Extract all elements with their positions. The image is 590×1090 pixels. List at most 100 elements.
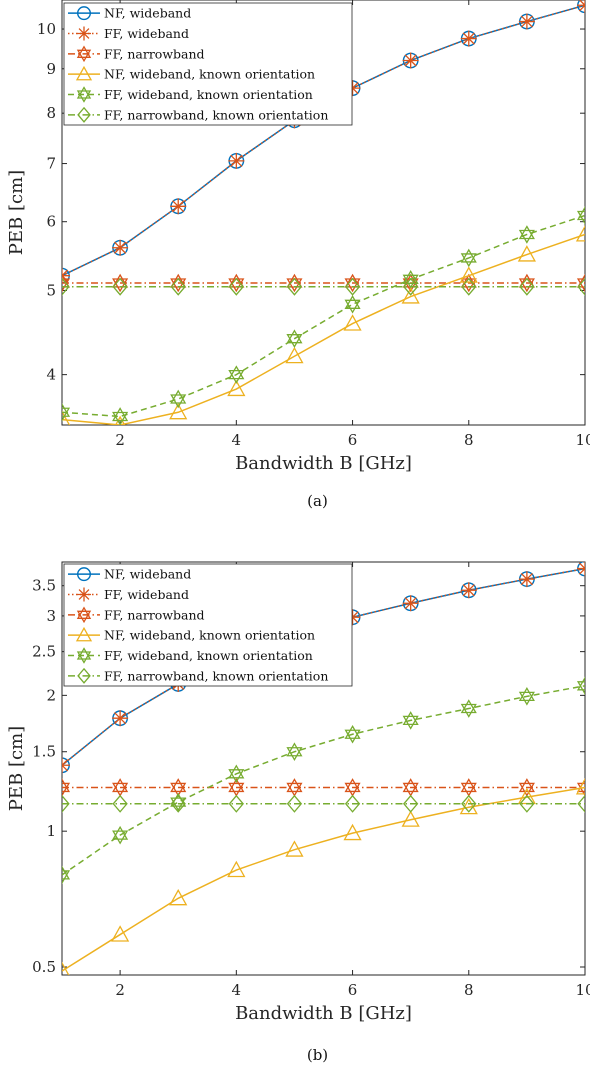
- data-point-1-6: [402, 52, 419, 69]
- data-point-3-4: [285, 840, 304, 857]
- data-point-3-1: [111, 925, 130, 942]
- data-point-3-0: [62, 410, 71, 425]
- legend-label-2: FF, narrowband: [104, 46, 205, 61]
- data-point-5-0: [62, 277, 70, 296]
- data-point-1-8: [518, 571, 535, 588]
- data-point-5-8: [519, 794, 535, 813]
- legend-label-3: NF, wideband, known orientation: [104, 67, 315, 82]
- figure-caption: (a): [307, 492, 328, 510]
- legend: NF, wideband FF, wideband FF, narrowband NF…: [63, 2, 353, 126]
- data-point-3-6: [401, 287, 420, 304]
- series-line-1: [62, 567, 585, 766]
- legend-label-4: FF, wideband, known orientation: [104, 87, 313, 102]
- chart-panel-a: 2 4 6 8 10 4 5 6 7 8 9 10 Bandwidth B [GHz] PEB [cm] N…: [6, 0, 590, 510]
- legend-marker-3: [75, 626, 93, 642]
- x-tick-label: 6: [348, 981, 358, 999]
- data-point-2-6: [402, 778, 419, 797]
- legend-label-1: FF, wideband: [104, 587, 189, 602]
- data-point-1-8: [518, 13, 535, 30]
- data-point-5-8: [519, 277, 535, 296]
- data-point-3-7: [459, 266, 478, 283]
- x-axis-label: Bandwidth B [GHz]: [235, 1003, 412, 1024]
- x-tick-label: 2: [115, 431, 125, 449]
- legend-box: [63, 2, 353, 126]
- legend-marker-2: [76, 45, 92, 63]
- data-point-1-2: [170, 198, 187, 215]
- x-tick-label: 8: [464, 981, 474, 999]
- data-point-5-6: [403, 277, 419, 296]
- data-point-1-6: [402, 595, 419, 612]
- y-axis-label: PEB [cm]: [6, 170, 27, 255]
- data-point-3-2: [169, 888, 188, 906]
- legend-label-0: NF, wideband: [104, 6, 191, 21]
- data-point-4-8: [518, 687, 535, 706]
- legend-marker-0: [76, 6, 91, 21]
- data-point-2-2: [170, 778, 187, 797]
- data-point-4-4: [286, 742, 303, 762]
- data-point-1-5: [344, 609, 361, 626]
- data-point-3-9: [575, 778, 585, 795]
- legend-marker-5: [77, 667, 91, 684]
- data-point-4-1: [112, 825, 129, 845]
- series-line-4: [62, 214, 585, 418]
- data-point-4-3: [228, 365, 245, 384]
- legend-label-5: FF, narrowband, known orientation: [104, 668, 328, 683]
- data-point-5-1: [112, 794, 128, 813]
- y-tick-label: 3.5: [32, 577, 56, 595]
- data-point-2-8: [518, 778, 535, 797]
- figure-caption: (b): [307, 1046, 328, 1064]
- data-point-2-4: [286, 778, 303, 797]
- data-point-3-2: [169, 402, 188, 420]
- data-point-5-7: [461, 277, 477, 296]
- legend-label-0: NF, wideband: [104, 567, 191, 582]
- data-point-3-9: [575, 225, 585, 242]
- legend-marker-4: [76, 647, 92, 664]
- data-point-4-8: [518, 225, 535, 244]
- data-point-4-9: [576, 676, 585, 696]
- x-tick-label: 6: [348, 431, 358, 449]
- data-point-5-5: [344, 794, 361, 813]
- data-point-5-9: [577, 794, 585, 813]
- data-point-4-5: [344, 294, 361, 314]
- data-point-5-6: [403, 794, 419, 813]
- legend-marker-5: [77, 106, 91, 123]
- y-tick-label: 6: [46, 213, 56, 231]
- data-point-4-7: [460, 248, 477, 268]
- data-point-5-4: [286, 277, 303, 296]
- data-point-4-2: [170, 389, 187, 409]
- data-point-2-1: [112, 778, 129, 797]
- legend-marker-1: [77, 587, 91, 602]
- data-point-3-0: [62, 961, 70, 975]
- y-tick-label: 1.5: [32, 743, 56, 761]
- series-line-3: [62, 233, 585, 425]
- data-point-5-3: [228, 794, 244, 813]
- y-axis-label: PEB [cm]: [6, 726, 27, 811]
- x-axis-label: Bandwidth B [GHz]: [235, 453, 412, 474]
- legend-marker-2: [76, 606, 92, 624]
- y-tick-label: 8: [46, 104, 56, 122]
- legend-marker-0: [76, 567, 91, 582]
- x-tick-label: 8: [464, 431, 474, 449]
- legend-marker-3: [75, 65, 93, 81]
- data-point-3-3: [227, 860, 246, 878]
- x-tick-label: 4: [232, 431, 242, 449]
- data-point-4-1: [112, 407, 129, 425]
- data-point-5-2: [170, 277, 186, 296]
- y-tick-label: 0.5: [32, 958, 56, 976]
- data-point-4-9: [576, 206, 585, 225]
- y-tick-label: 1: [46, 822, 56, 840]
- legend-marker-4: [76, 86, 92, 103]
- legend-label-4: FF, wideband, known orientation: [104, 648, 313, 663]
- legend-label-2: FF, narrowband: [104, 607, 205, 622]
- data-point-1-1: [112, 239, 129, 256]
- data-point-1-7: [460, 582, 477, 599]
- series-line-1: [62, 4, 585, 277]
- data-point-4-5: [344, 724, 361, 744]
- x-tick-label: 10: [575, 431, 590, 449]
- data-point-3-1: [114, 415, 126, 425]
- data-point-1-3: [228, 152, 245, 169]
- data-point-5-9: [577, 277, 585, 296]
- data-point-2-5: [344, 778, 361, 797]
- y-tick-label: 5: [46, 281, 56, 299]
